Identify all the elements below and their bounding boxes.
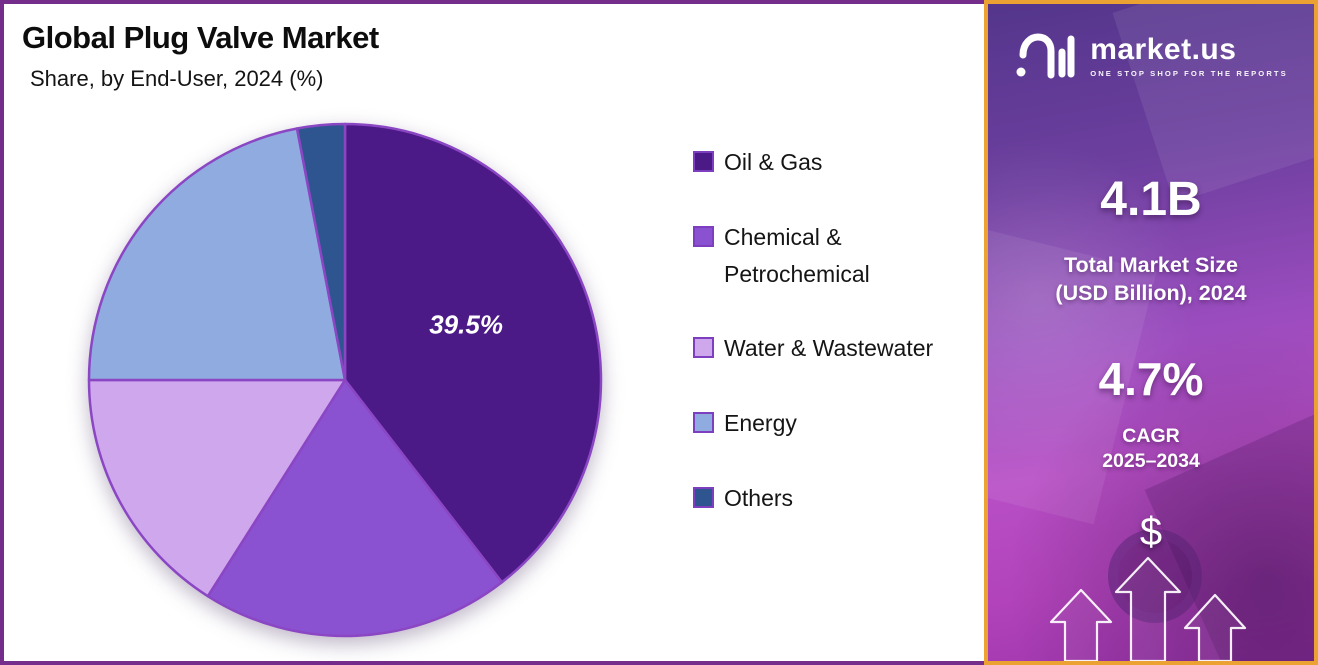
legend: Oil & Gas Chemical & Petrochemical Water &… [693,144,943,517]
legend-label: Chemical & Petrochemical [724,223,870,287]
pie-slice-oil-gas [343,122,603,584]
pie-data-label: 39.5% [429,309,503,339]
page-subtitle: Share, by End-User, 2024 (%) [30,66,324,91]
total-market-size-label-line1: Total Market Size [1063,253,1239,277]
total-market-size-label-line2: (USD Billion), 2024 [1055,280,1247,305]
cagr-label-line1: CAGR [1122,425,1180,447]
legend-swatch [693,486,714,508]
total-market-size-label: Total Market Size (USD Billion), 2024 [988,252,1314,308]
legend-item-others: Others [693,480,943,517]
chart-panel: Global Plug Valve Market Share, by End-U… [0,0,988,665]
cagr-value: 4.7% [1098,353,1204,405]
brand-logo: market.us ONE STOP SHOP FOR THE REPORTS [988,30,1314,82]
legend-label: Others [724,484,794,511]
legend-label: Energy [724,410,797,437]
legend-item-oil-gas: Oil & Gas [693,144,943,181]
legend-swatch [693,412,714,434]
legend-label: Oil & Gas [724,149,823,175]
legend-item-energy: Energy [693,405,943,442]
cagr-label: CAGR 2025–2034 [988,424,1314,475]
cagr-period: 2025–2034 [1102,450,1200,473]
brand-tagline: ONE STOP SHOP FOR THE REPORTS [1090,68,1288,78]
brand-name: market.us [1090,32,1237,66]
legend-item-chemical-petrochemical: Chemical & Petrochemical [693,219,943,293]
pie-chart: 39.5% [85,120,605,640]
legend-swatch [693,337,714,359]
up-arrow-icon [1114,556,1182,661]
pie-slice-chemical-petrochemical [206,378,504,638]
legend-swatch [693,151,714,172]
brand-text: market.us ONE STOP SHOP FOR THE REPORTS [1090,32,1288,78]
total-market-size-value: 4.1B [1100,173,1202,226]
pie-slice-energy [87,127,347,382]
legend-swatch [693,225,714,247]
dollar-icon: $ [1139,510,1163,554]
pie-chart-svg: 39.5% [87,122,603,638]
legend-item-water-wastewater: Water & Wastewater [693,330,943,367]
marketus-logo-icon [1016,33,1075,79]
up-arrow-icon [1049,588,1113,661]
page-title: Global Plug Valve Market [22,20,379,55]
legend-label: Water & Wastewater [724,335,934,362]
pie-slice-water-wastewater [87,378,347,598]
pie-slice-others [295,122,347,382]
sidebar-panel: market.us ONE STOP SHOP FOR THE REPORTS … [984,0,1318,665]
coffee-cup-shape [1108,529,1202,623]
growth-arrows-icon [1049,556,1247,661]
up-arrow-icon [1183,593,1247,661]
